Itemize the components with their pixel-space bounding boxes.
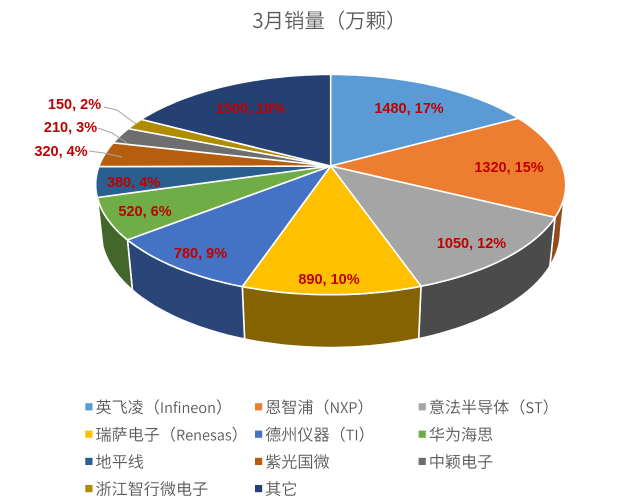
svg-text:320, 4%: 320, 4% xyxy=(34,144,87,160)
svg-text:1480, 17%: 1480, 17% xyxy=(374,101,443,117)
svg-text:520, 6%: 520, 6% xyxy=(118,204,171,220)
svg-text:210, 3%: 210, 3% xyxy=(44,120,97,136)
svg-text:1500, 18%: 1500, 18% xyxy=(216,101,285,117)
svg-text:150, 2%: 150, 2% xyxy=(48,97,101,113)
svg-text:890, 10%: 890, 10% xyxy=(298,272,359,288)
svg-text:1320, 15%: 1320, 15% xyxy=(474,160,543,176)
svg-text:780, 9%: 780, 9% xyxy=(174,246,227,262)
svg-text:380, 4%: 380, 4% xyxy=(107,175,160,191)
svg-text:1050, 12%: 1050, 12% xyxy=(437,236,506,252)
